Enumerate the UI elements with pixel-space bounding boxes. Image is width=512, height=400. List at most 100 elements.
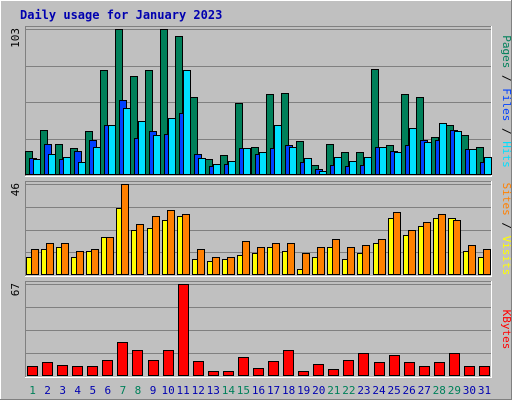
bar-kbytes-day-25 <box>389 355 400 376</box>
bar-hits-day-9 <box>153 135 161 175</box>
bar-kbytes-day-28 <box>434 362 445 376</box>
x-tick-label: 16 <box>252 384 265 397</box>
bar-hits-day-15 <box>243 148 251 175</box>
bar-sites-day-14 <box>227 257 235 275</box>
x-tick-label: 4 <box>74 384 81 397</box>
x-tick-label: 26 <box>403 384 416 397</box>
bar-sites-day-31 <box>483 249 491 275</box>
bar-sites-day-15 <box>242 241 250 275</box>
x-tick-label: 10 <box>161 384 174 397</box>
x-tick-label: 6 <box>105 384 112 397</box>
x-tick-label: 12 <box>192 384 205 397</box>
x-tick-label: 19 <box>297 384 310 397</box>
x-tick-label: 5 <box>89 384 96 397</box>
bar-sites-day-11 <box>182 214 190 275</box>
bar-hits-day-27 <box>424 142 432 175</box>
x-tick-label: 31 <box>478 384 491 397</box>
bar-kbytes-day-5 <box>87 366 98 376</box>
legend-entry: Pages <box>500 35 512 68</box>
bar-hits-day-21 <box>334 157 342 175</box>
bar-hits-day-3 <box>63 157 71 175</box>
bar-sites-day-4 <box>76 251 84 275</box>
bar-hits-day-4 <box>78 162 86 175</box>
bar-hits-day-14 <box>228 161 236 175</box>
bar-sites-day-17 <box>272 243 280 275</box>
bar-kbytes-day-24 <box>374 362 385 376</box>
bar-hits-day-10 <box>168 118 176 175</box>
bar-hits-day-17 <box>274 125 282 175</box>
bar-hits-day-5 <box>93 147 101 175</box>
bar-kbytes-day-27 <box>419 366 430 376</box>
bar-kbytes-day-20 <box>313 364 324 376</box>
bar-sites-day-2 <box>46 243 54 275</box>
x-tick-label: 28 <box>433 384 446 397</box>
bar-sites-day-21 <box>332 239 340 275</box>
bar-hits-day-23 <box>364 157 372 175</box>
plot-area <box>25 281 492 378</box>
bar-hits-day-25 <box>394 152 402 175</box>
bar-kbytes-day-11 <box>178 284 189 376</box>
bar-kbytes-day-16 <box>253 368 264 376</box>
bar-hits-day-18 <box>289 147 297 175</box>
x-tick-label: 14 <box>222 384 236 397</box>
bar-hits-day-13 <box>213 164 221 175</box>
bar-hits-day-19 <box>304 158 312 175</box>
x-tick-label: 23 <box>357 384 370 397</box>
bar-hits-day-2 <box>48 154 56 175</box>
legend-entry: KBytes <box>500 310 512 350</box>
x-tick-label: 2 <box>44 384 51 397</box>
y-max-label: 46 <box>9 183 22 196</box>
x-tick-label: 1 <box>29 384 36 397</box>
bar-sites-day-5 <box>91 249 99 275</box>
panel-legend: KBytes <box>500 310 512 350</box>
bar-sites-day-9 <box>152 216 160 275</box>
bar-hits-day-26 <box>409 128 417 175</box>
legend-entry: Sites <box>500 183 512 216</box>
x-tick-label: 27 <box>418 384 431 397</box>
bar-kbytes-day-30 <box>464 366 475 376</box>
x-tick-label: 21 <box>327 384 340 397</box>
panel-3: 67 KBytes <box>9 281 512 378</box>
bar-kbytes-day-3 <box>57 365 68 376</box>
bar-hits-day-6 <box>108 125 116 175</box>
bar-hits-day-20 <box>319 171 327 175</box>
bar-hits-day-7 <box>123 108 131 175</box>
chart-title: Daily usage for January 2023 <box>20 8 222 22</box>
bar-sites-day-26 <box>408 230 416 275</box>
bar-kbytes-day-7 <box>117 342 128 376</box>
bar-kbytes-day-26 <box>404 362 415 376</box>
bar-kbytes-day-9 <box>148 360 159 376</box>
x-tick-label: 22 <box>342 384 355 397</box>
bar-kbytes-day-2 <box>42 362 53 376</box>
bar-kbytes-day-4 <box>72 366 83 376</box>
bar-sites-day-30 <box>468 245 476 275</box>
bar-sites-day-23 <box>362 245 370 275</box>
bar-kbytes-day-8 <box>132 350 143 376</box>
bar-hits-day-30 <box>469 149 477 175</box>
x-tick-label: 8 <box>135 384 142 397</box>
x-tick-label: 18 <box>282 384 295 397</box>
x-tick-label: 3 <box>59 384 66 397</box>
legend-entry: / <box>500 68 512 88</box>
panel-1: 103 Pages / Files / Hits <box>9 26 512 177</box>
panel-legend: Pages / Files / Hits <box>500 35 512 168</box>
x-tick-label: 13 <box>207 384 220 397</box>
bar-kbytes-day-12 <box>193 361 204 376</box>
bar-kbytes-day-15 <box>238 357 249 376</box>
bar-sites-day-25 <box>393 212 401 275</box>
x-axis-day-labels: 1 2 3 4 5 6 7 8 9 10 11 12 13 14 15 16 17 18 19 20 21 22 23 24 2… <box>29 384 491 397</box>
bar-kbytes-day-19 <box>298 371 309 376</box>
x-tick-label: 11 <box>177 384 190 397</box>
legend-entry: / <box>500 216 512 236</box>
x-tick-label: 30 <box>463 384 476 397</box>
bar-kbytes-day-29 <box>449 353 460 376</box>
bar-hits-day-8 <box>138 121 146 175</box>
bar-sites-day-18 <box>287 243 295 275</box>
bar-hits-day-29 <box>454 131 462 175</box>
bar-sites-day-20 <box>317 247 325 275</box>
x-tick-label: 17 <box>267 384 280 397</box>
x-tick-label: 25 <box>387 384 400 397</box>
bar-sites-day-12 <box>197 249 205 275</box>
bar-kbytes-day-18 <box>283 350 294 376</box>
